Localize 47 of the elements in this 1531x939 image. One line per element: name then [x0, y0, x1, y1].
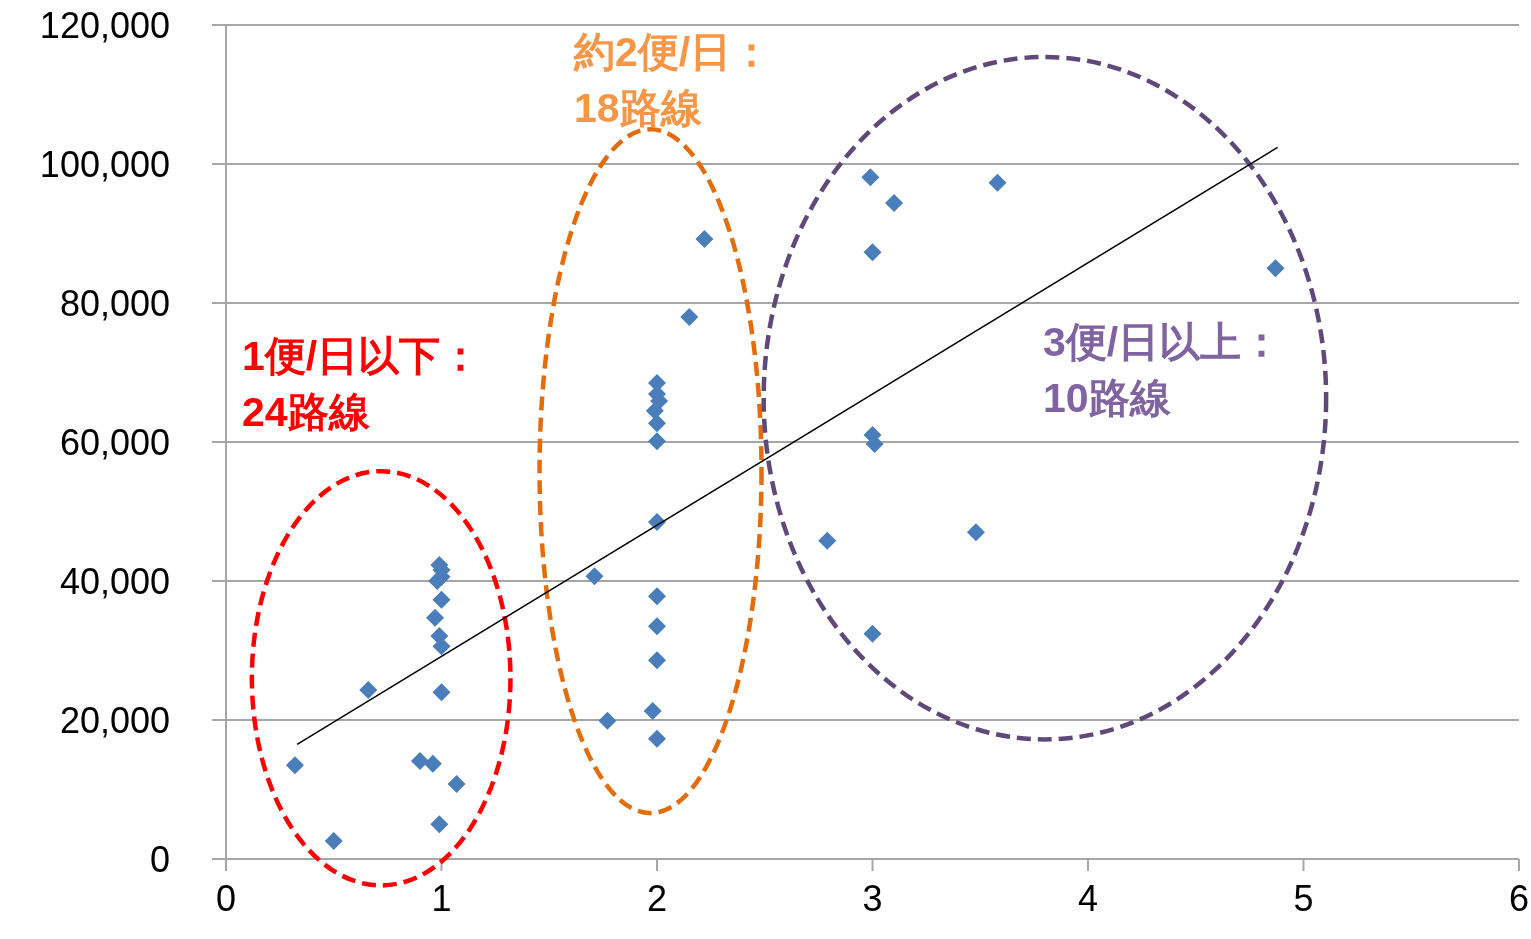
point — [426, 608, 445, 627]
point — [695, 230, 714, 249]
y-tick-label: 80,000 — [59, 283, 170, 324]
x-tick-label: 1 — [431, 878, 452, 919]
point — [863, 243, 882, 262]
y-tick-label: 60,000 — [59, 422, 170, 463]
point — [1266, 259, 1285, 278]
point — [432, 590, 451, 609]
point — [648, 729, 666, 748]
point — [648, 587, 666, 606]
point — [585, 567, 604, 586]
y-tick-label: 120,000 — [39, 5, 170, 46]
point — [324, 831, 343, 850]
y-tick-label: 0 — [149, 839, 170, 880]
point — [430, 626, 449, 645]
x-tick-label: 5 — [1293, 878, 1314, 919]
x-tick-label: 0 — [215, 878, 237, 919]
point — [598, 711, 617, 730]
point — [648, 432, 666, 451]
point — [285, 756, 304, 775]
point — [680, 307, 699, 326]
point — [410, 752, 429, 771]
x-tick-label: 6 — [1508, 878, 1530, 919]
point — [447, 774, 466, 793]
point — [648, 414, 666, 433]
point — [648, 617, 666, 636]
point — [423, 754, 442, 773]
annotation: 3便/日以上： 10路線 — [1043, 319, 1283, 421]
point — [966, 523, 985, 542]
y-tick-label: 100,000 — [39, 144, 170, 185]
point — [885, 193, 904, 212]
point — [818, 531, 837, 550]
point — [430, 815, 449, 834]
y-tick-label: 20,000 — [59, 700, 170, 741]
annotation: 約2便/日： 18路線 — [573, 29, 773, 131]
point — [863, 624, 882, 643]
point — [861, 168, 880, 187]
point — [643, 701, 662, 720]
x-tick-label: 4 — [1077, 878, 1099, 919]
x-tick-label: 2 — [646, 878, 668, 919]
y-tick-label: 40,000 — [59, 561, 170, 602]
point — [988, 173, 1007, 192]
x-tick-label: 3 — [862, 878, 883, 919]
point — [359, 681, 378, 700]
point — [648, 651, 666, 670]
annotation: 1便/日以下： 24路線 — [242, 333, 482, 435]
point — [432, 683, 451, 702]
